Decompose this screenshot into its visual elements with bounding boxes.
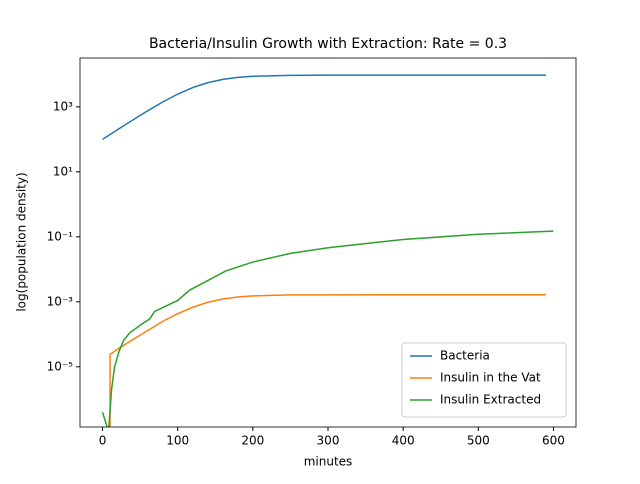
- series-line: [101, 230, 554, 427]
- axes-frame: [79, 57, 577, 428]
- y-tick-label: 10¹: [53, 164, 73, 178]
- chart-title: Bacteria/Insulin Growth with Extraction:…: [149, 36, 507, 52]
- x-tick-label: 200: [241, 434, 264, 448]
- plot-area: [101, 74, 554, 427]
- legend-label: Insulin Extracted: [440, 393, 541, 407]
- y-tick-label: 10³: [53, 99, 73, 113]
- legend-label: Bacteria: [440, 349, 490, 363]
- y-axis-label: log(population density): [15, 172, 29, 311]
- legend-label: Insulin in the Vat: [440, 371, 541, 385]
- x-tick-label: 300: [317, 434, 340, 448]
- y-tick-label: 10⁻¹: [47, 229, 74, 243]
- series-line: [102, 74, 546, 141]
- y-tick-label: 10⁻³: [47, 294, 74, 308]
- legend-box: [401, 342, 567, 418]
- x-axis-label: minutes: [304, 455, 353, 469]
- x-tick-label: 0: [99, 434, 107, 448]
- x-tick-label: 400: [392, 434, 415, 448]
- y-tick-label: 10⁻⁵: [47, 359, 74, 373]
- x-tick-label: 100: [166, 434, 189, 448]
- series-line: [109, 293, 546, 427]
- x-tick-label: 500: [467, 434, 490, 448]
- x-tick-label: 600: [542, 434, 565, 448]
